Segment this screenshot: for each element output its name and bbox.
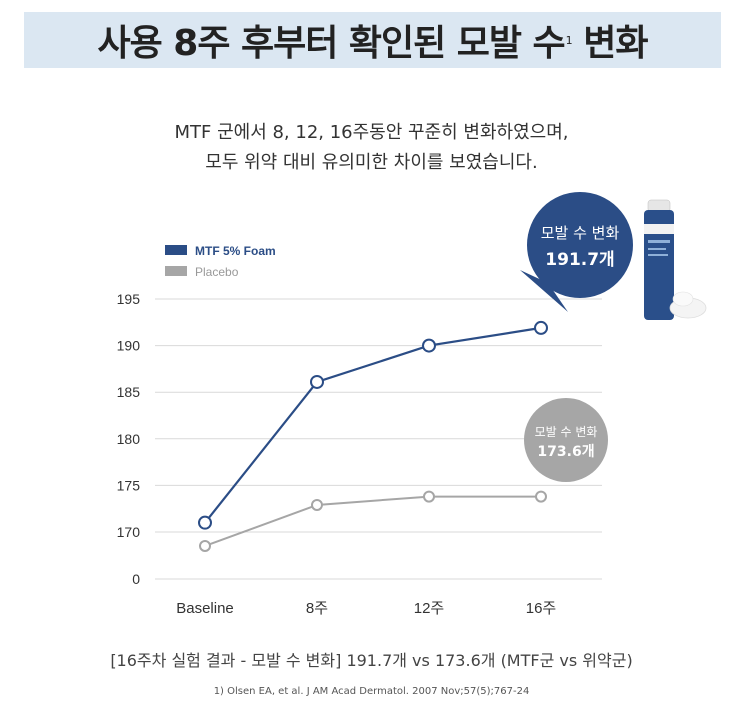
mtf-data-point [198,515,212,530]
subtitle-line-2: 모두 위약 대비 유의미한 차이를 보였습니다. [205,152,538,173]
reference-footnote: 1) Olsen EA, et al. J AM Acad Dermatol. … [213,686,530,697]
mtf-callout-value: 191.7개 [545,250,614,270]
legend-label-placebo: Placebo [195,265,239,279]
placebo-callout-bubble: 모발 수 변화 173.6개 [524,398,608,482]
legend-swatch-placebo [165,266,187,276]
grid-lines [155,298,602,580]
y-tick-label: 190 [117,338,141,354]
y-tick-label: 0 [132,571,140,587]
foam-canister-icon [644,199,707,320]
mtf-data-point [534,320,548,335]
x-tick-label: Baseline [176,600,234,617]
x-tick-label: 16주 [526,600,557,617]
page-title-text: 사용 8주 후부터 확인된 모발 수 [97,23,566,64]
results-caption: [16주차 실험 결과 - 모발 수 변화] 191.7개 vs 173.6개 … [110,651,633,670]
hair-count-line-chart: 195 190 185 180 175 170 0 Baseline 8주 12주 16주 MTF… [117,192,707,617]
y-tick-label: 185 [117,384,141,400]
placebo-callout-value: 173.6개 [537,444,594,460]
series-lines [198,320,548,552]
mtf-data-point [422,338,436,353]
placebo-callout-label: 모발 수 변화 [535,425,598,439]
mtf-callout-label: 모발 수 변화 [541,224,620,242]
x-tick-label: 8주 [306,600,328,617]
legend-swatch-mtf [165,245,187,255]
placebo-data-point [311,498,323,511]
y-tick-label: 180 [117,431,141,447]
mtf-callout-bubble: 모발 수 변화 191.7개 [520,192,633,312]
legend-label-mtf: MTF 5% Foam [195,244,276,258]
subtitle-line-1: MTF 군에서 8, 12, 16주동안 꾸준히 변화하였으며, [174,122,569,143]
y-tick-label: 175 [117,477,141,493]
placebo-data-point [199,539,211,552]
page-title-tail: 변화 [583,23,648,64]
mtf-series-line [204,326,542,524]
placebo-data-point [423,490,435,503]
placebo-series-line [204,495,541,547]
title-band [24,12,721,68]
y-axis-ticks: 195 190 185 180 175 170 0 [117,291,141,587]
x-tick-label: 12주 [414,600,445,617]
mtf-data-point [310,374,324,389]
legend: MTF 5% Foam Placebo [165,244,276,279]
title-footnote-marker: 1 [565,33,573,47]
placebo-data-point [535,490,547,503]
y-tick-label: 195 [117,291,141,307]
x-axis-ticks: Baseline 8주 12주 16주 [176,600,556,617]
y-tick-label: 170 [117,524,141,540]
